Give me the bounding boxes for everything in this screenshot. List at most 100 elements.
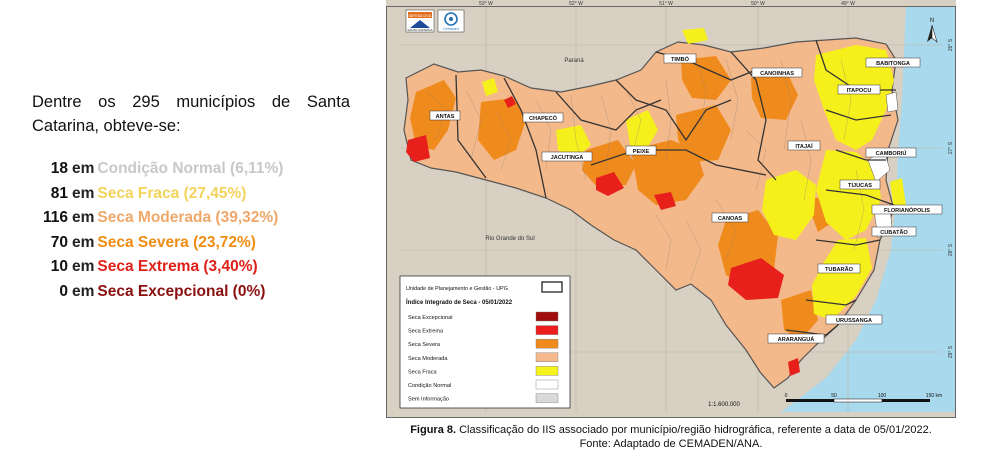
upg-label: BABITONGA xyxy=(865,57,921,68)
legend-swatch xyxy=(535,339,559,349)
legend-upg-label: Unidade de Planejamento e Gestão - UPG xyxy=(406,286,508,292)
upg-label: CUBATÃO xyxy=(871,226,917,237)
stat-connector: em xyxy=(72,209,95,227)
stat-row: 10 em Seca Extrema (3,40%) xyxy=(30,258,330,283)
svg-text:TIMBÓ: TIMBÓ xyxy=(671,55,690,63)
stat-count: 18 xyxy=(50,160,68,177)
graticule-label: 53° W xyxy=(479,1,493,7)
stat-label: Seca Fraca (27,45%) xyxy=(97,184,247,202)
caption-line-1: Figura 8. Classificação do IIS associado… xyxy=(386,423,956,437)
upg-label: JACUTINGA xyxy=(541,151,593,162)
legend-item-label: Seca Moderada xyxy=(408,356,448,362)
stat-label: Seca Moderada (39,32%) xyxy=(97,209,279,227)
legend-swatch xyxy=(535,366,559,376)
region-label-parana: Paraná xyxy=(564,58,584,64)
svg-text:CANOAS: CANOAS xyxy=(718,216,743,222)
legend-item-label: Seca Excepcional xyxy=(408,315,452,321)
stat-connector: em xyxy=(72,258,95,276)
graticule-label: 28° S xyxy=(948,243,954,256)
upg-label: TUBARÃO xyxy=(817,263,861,274)
legend-swatch xyxy=(535,393,559,403)
stat-label: Seca Severa (23,72%) xyxy=(97,233,256,251)
north-label: N xyxy=(930,18,934,24)
logo-text-2: SANTA CATARINA xyxy=(407,28,432,32)
graticule-label: 52° W xyxy=(569,1,583,7)
caption-figure-number: Figura 8. xyxy=(410,424,457,436)
stat-row: 116 em Seca Moderada (39,32%) xyxy=(30,209,330,234)
cemaden-logo: Cemaden xyxy=(437,9,465,33)
upg-label: ARARANGUÁ xyxy=(767,333,825,344)
graticule-label: 49° W xyxy=(841,1,855,7)
legend-item-label: Condição Normal xyxy=(408,383,451,389)
legend-item-label: Seca Extrema xyxy=(408,329,444,335)
ocean xyxy=(781,6,956,412)
seca-fraca-areas xyxy=(482,28,906,320)
upg-label: FLORIANÓPOLIS xyxy=(871,204,943,215)
scale-tick: 100 xyxy=(878,393,887,399)
stat-count: 81 xyxy=(50,184,68,202)
svg-text:JACUTINGA: JACUTINGA xyxy=(551,155,584,161)
map-border xyxy=(386,6,956,418)
stat-count: 70 xyxy=(50,233,68,251)
svg-text:FLORIANÓPOLIS: FLORIANÓPOLIS xyxy=(884,206,930,214)
legend-swatch xyxy=(535,325,559,335)
svg-text:ARARANGUÁ: ARARANGUÁ xyxy=(778,336,815,343)
stat-label: Seca Excepcional (0%) xyxy=(97,282,266,300)
scale-tick: 0 xyxy=(785,393,788,399)
stat-connector: em xyxy=(72,160,95,177)
map-legend: Unidade de Planejamento e Gestão - UPG Í… xyxy=(399,275,571,409)
scale-tick: 50 xyxy=(831,393,837,399)
graticule-label: 29° S xyxy=(948,345,954,358)
graticule-label: 27° S xyxy=(948,141,954,154)
stat-count: 0 xyxy=(59,282,68,300)
upg-label: PEIXE xyxy=(625,145,657,156)
graticule-right-labels: 26° S 27° S 28° S 29° S xyxy=(948,38,954,358)
svg-text:TIJUCAS: TIJUCAS xyxy=(848,183,872,189)
svg-text:URUSSANGA: URUSSANGA xyxy=(836,318,872,324)
graticule-top-labels: 53° W 52° W 51° W 50° W 49° W xyxy=(479,1,855,7)
region-label-rio-grande-do-sul: Rio Grande do Sul xyxy=(485,236,534,242)
legend-item-label: Seca Severa xyxy=(408,342,441,348)
graticule-label: 50° W xyxy=(751,1,765,7)
stat-row: 18 em Condição Normal (6,11%) xyxy=(30,160,330,185)
svg-text:ITAJAÍ: ITAJAÍ xyxy=(795,142,813,150)
caption-line-2: Fonte: Adaptado de CEMADEN/ANA. xyxy=(579,438,763,450)
scale-bar: 1:1.600.000 0 50 100 150 km xyxy=(708,393,942,408)
legend-title: Índice Integrado de Seca - 05/01/2022 xyxy=(406,298,513,306)
scale-tick: 150 km xyxy=(926,393,942,399)
upg-label: ANTAS xyxy=(429,110,461,121)
legend-item-label: Seca Fraca xyxy=(408,369,437,375)
svg-text:TUBARÃO: TUBARÃO xyxy=(825,266,854,273)
stat-label: Condição Normal (6,11%) xyxy=(97,160,284,177)
drought-map: DEFESA CIVIL SANTA CATARINA Cemaden 53° … xyxy=(386,0,956,418)
cemaden-text: Cemaden xyxy=(443,27,459,31)
map-svg: DEFESA CIVIL SANTA CATARINA Cemaden 53° … xyxy=(386,0,956,418)
svg-text:PEIXE: PEIXE xyxy=(633,149,650,155)
upg-label: CANOAS xyxy=(711,212,749,223)
stat-connector: em xyxy=(72,282,95,300)
graticule-label: 51° W xyxy=(659,1,673,7)
legend-items: Seca Excepcional Seca Extrema Seca Severa S… xyxy=(408,311,559,403)
logo-text-1: DEFESA CIVIL xyxy=(409,14,432,18)
stat-connector: em xyxy=(72,184,95,202)
seca-extrema-areas xyxy=(406,96,800,376)
svg-text:CUBATÃO: CUBATÃO xyxy=(880,229,908,236)
graticule-label: 26° S xyxy=(948,38,954,51)
figure-caption: Figura 8. Classificação do IIS associado… xyxy=(386,423,956,451)
svg-text:CANOINHAS: CANOINHAS xyxy=(760,71,794,77)
caption-text: Classificação do IIS associado por munic… xyxy=(459,424,932,436)
upg-label: ITAJAÍ xyxy=(787,140,821,151)
drought-stats-list: 18 em Condição Normal (6,11%) 81 em Seca Fra… xyxy=(30,160,330,308)
svg-text:CAMBORIÚ: CAMBORIÚ xyxy=(876,150,907,157)
upg-label: CAMBORIÚ xyxy=(865,147,917,158)
stat-connector: em xyxy=(72,233,95,251)
upg-label: ITAPOCU xyxy=(837,84,881,95)
svg-text:CHAPECÓ: CHAPECÓ xyxy=(529,114,558,122)
stat-row: 0 em Seca Excepcional (0%) xyxy=(30,283,330,308)
upg-label: CHAPECÓ xyxy=(522,112,564,123)
upg-labels: ANTAS CHAPECÓ JACUTINGA TIMBÓ PEIXE CANO… xyxy=(429,53,943,344)
defesa-civil-logo: DEFESA CIVIL SANTA CATARINA xyxy=(405,9,435,33)
stat-count: 116 xyxy=(42,209,68,227)
legend-item-label: Sem Informação xyxy=(408,397,449,403)
legend-swatch xyxy=(535,311,559,322)
